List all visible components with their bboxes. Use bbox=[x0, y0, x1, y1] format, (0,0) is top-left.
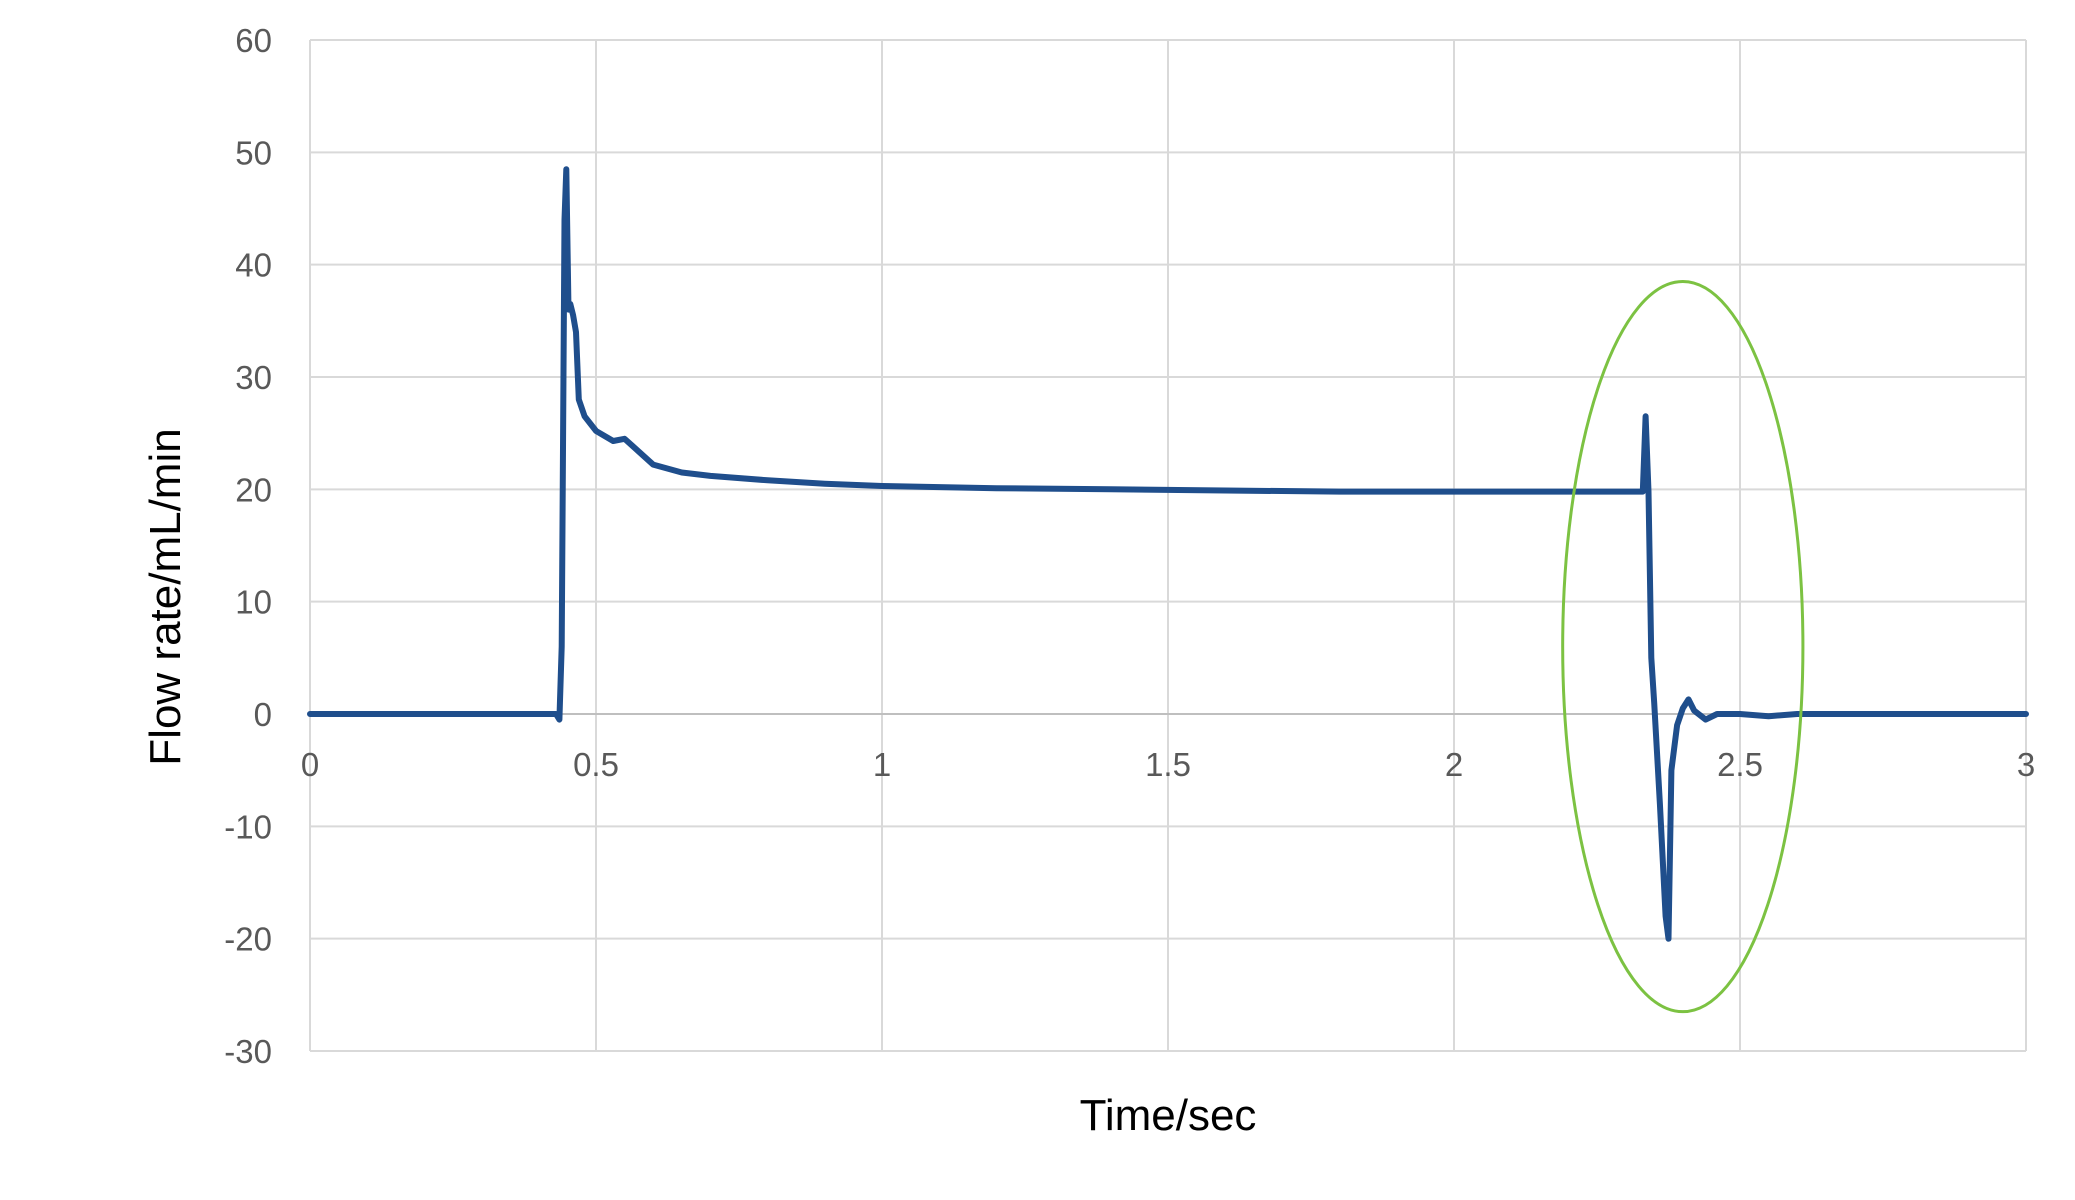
x-tick-labels: 0 0.5 1 1.5 2 2.5 3 bbox=[301, 746, 2035, 783]
y-tick-label: 60 bbox=[235, 22, 272, 59]
x-tick-label: 0 bbox=[301, 746, 319, 783]
x-tick-label: 3 bbox=[2017, 746, 2035, 783]
x-tick-label: 1 bbox=[873, 746, 891, 783]
x-tick-label: 1.5 bbox=[1145, 746, 1191, 783]
y-tick-label: -10 bbox=[224, 808, 272, 845]
y-tick-label: -20 bbox=[224, 921, 272, 958]
y-tick-label: 40 bbox=[235, 247, 272, 284]
y-tick-label: 0 bbox=[254, 696, 272, 733]
series-line bbox=[307, 166, 2029, 942]
y-tick-label: -30 bbox=[224, 1033, 272, 1070]
annotation-layer bbox=[1561, 280, 1805, 1014]
highlight-ellipse bbox=[1561, 280, 1805, 1014]
y-tick-label: 50 bbox=[235, 134, 272, 171]
y-tick-labels: -30 -20 -10 0 10 20 30 40 50 60 bbox=[224, 22, 272, 1070]
y-axis-title: Flow rate/mL/min bbox=[141, 428, 190, 765]
series-layer bbox=[307, 166, 2029, 942]
x-axis-title: Time/sec bbox=[1080, 1091, 1257, 1140]
y-tick-label: 30 bbox=[235, 359, 272, 396]
x-tick-label: 0.5 bbox=[573, 746, 619, 783]
x-tick-label: 2 bbox=[1445, 746, 1463, 783]
y-tick-label: 20 bbox=[235, 471, 272, 508]
y-tick-label: 10 bbox=[235, 584, 272, 621]
x-tick-label: 2.5 bbox=[1717, 746, 1763, 783]
